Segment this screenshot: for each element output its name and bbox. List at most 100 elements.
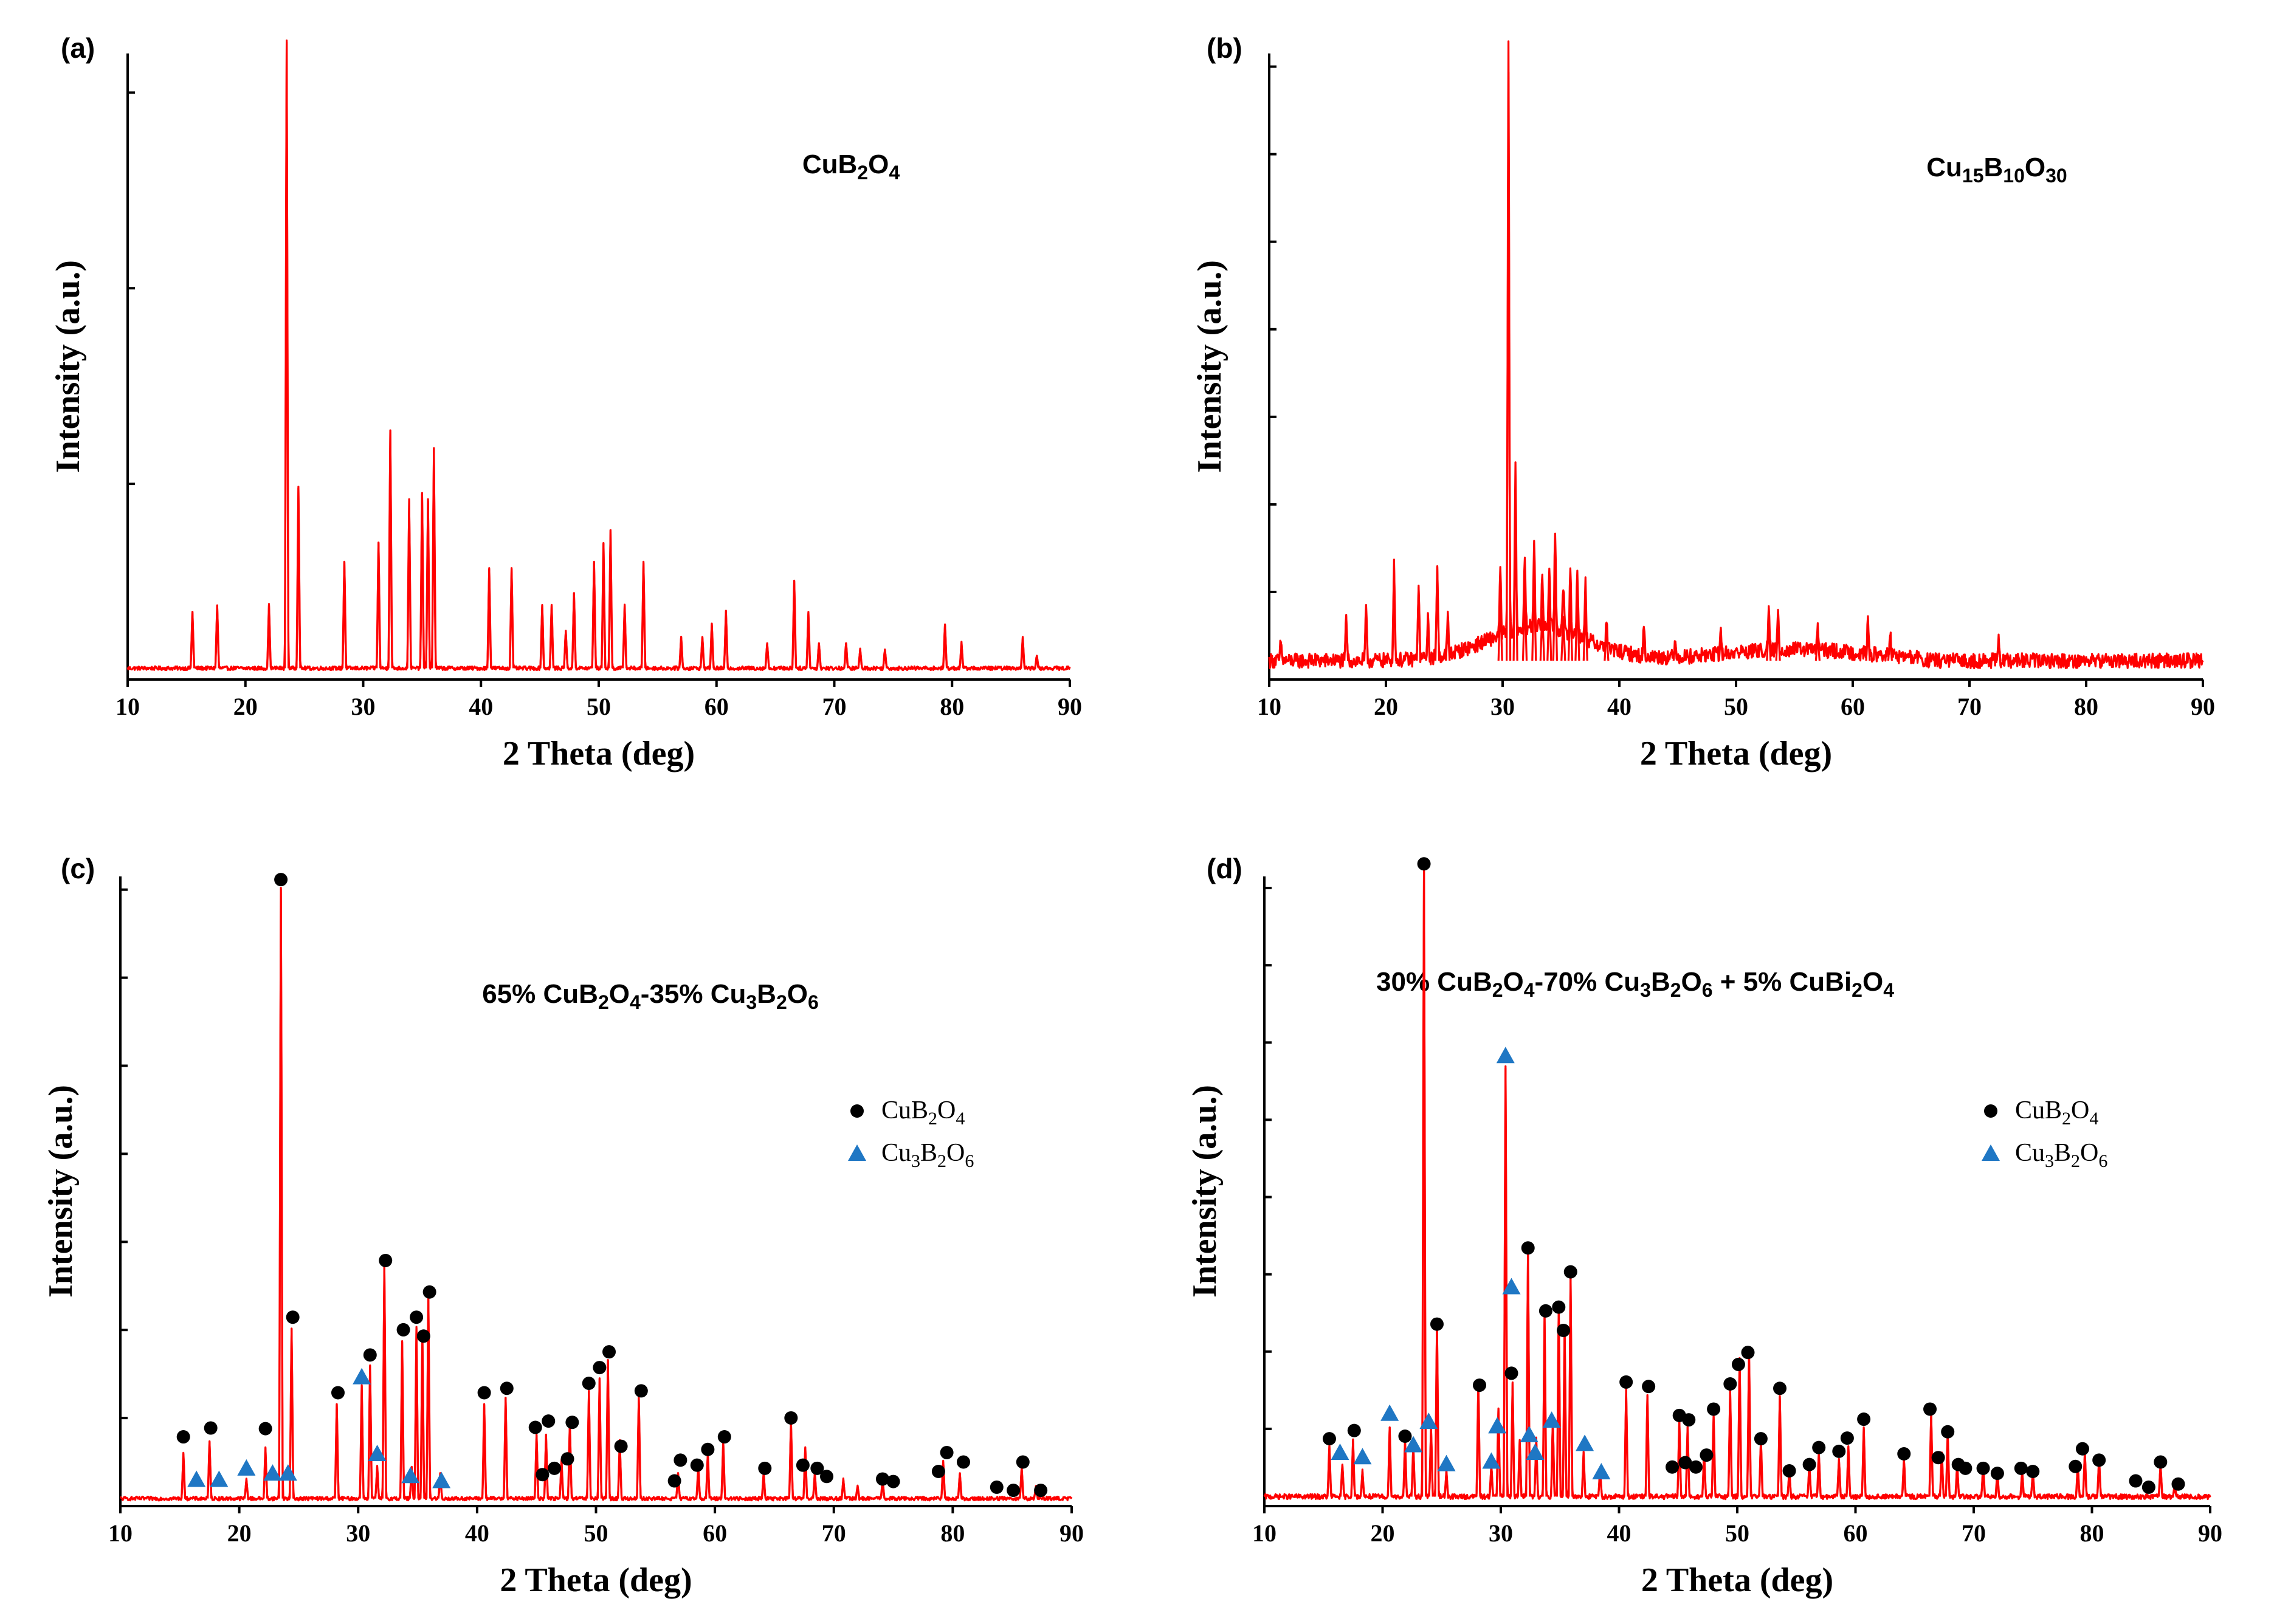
cub2o4-marker <box>396 1323 410 1337</box>
panel-title: Cu15B10O30 <box>1926 153 2067 187</box>
cu3b2o6-marker <box>187 1470 206 1487</box>
legend-circle-icon <box>1984 1104 1997 1118</box>
cub2o4-marker <box>1007 1484 1021 1498</box>
panel-label: (b) <box>1207 32 1242 64</box>
x-tick-label: 20 <box>1371 1519 1395 1547</box>
cub2o4-marker <box>1504 1366 1518 1380</box>
cub2o4-marker <box>1802 1457 1816 1471</box>
cub2o4-marker <box>1678 1456 1692 1470</box>
legend-triangle-icon <box>1982 1144 2000 1161</box>
diffraction-peak <box>1560 616 1566 661</box>
panel-c: 10 20 30 40 50 60 70 80 90 2 Theta (deg) Intensity… <box>42 853 1084 1599</box>
phase-markers <box>1322 857 2185 1494</box>
cub2o4-marker <box>1034 1484 1048 1498</box>
cub2o4-marker <box>1976 1461 1990 1475</box>
x-tick-label: 90 <box>1058 693 1082 720</box>
panel-b: 10 20 30 40 50 60 70 80 90 2 Theta (deg) Intensity… <box>1191 32 2215 772</box>
panel-label: (a) <box>61 32 95 64</box>
cub2o4-marker <box>542 1414 556 1428</box>
cub2o4-marker <box>1689 1460 1703 1474</box>
cub2o4-marker <box>2026 1465 2040 1479</box>
cub2o4-marker <box>1472 1378 1486 1392</box>
legend-circle-icon <box>850 1104 864 1118</box>
cu3b2o6-marker <box>237 1459 256 1476</box>
x-tick-label: 30 <box>1490 693 1515 720</box>
cub2o4-marker <box>176 1430 190 1444</box>
cub2o4-marker <box>1897 1447 1911 1461</box>
diffraction-peak <box>1539 610 1545 661</box>
cu3b2o6-marker <box>1592 1463 1611 1480</box>
x-tick-label: 30 <box>351 693 376 720</box>
x-axis-title: 2 Theta (deg) <box>503 735 695 772</box>
cub2o4-marker <box>1731 1357 1745 1371</box>
x-tick-label: 20 <box>233 693 258 720</box>
cub2o4-marker <box>784 1411 798 1425</box>
x-tick-label: 10 <box>115 693 140 720</box>
x-tick-label: 50 <box>1724 693 1748 720</box>
legend-label: CuB2O4 <box>881 1096 965 1129</box>
cub2o4-marker <box>204 1421 218 1435</box>
cub2o4-marker <box>1754 1432 1768 1446</box>
x-tick-label: 50 <box>1725 1519 1749 1547</box>
x-tick-label: 30 <box>1489 1519 1513 1547</box>
cub2o4-marker <box>1016 1455 1030 1469</box>
cub2o4-marker <box>810 1461 824 1475</box>
cub2o4-marker <box>593 1361 607 1375</box>
cub2o4-marker <box>2154 1455 2168 1469</box>
cub2o4-marker <box>274 873 288 887</box>
cub2o4-marker <box>1398 1430 1412 1443</box>
legend: CuB2O4 Cu3B2O6 <box>1982 1096 2107 1171</box>
cub2o4-marker <box>1959 1461 1973 1475</box>
x-tick-label: 90 <box>2191 693 2215 720</box>
x-tick-label: 90 <box>2198 1519 2222 1547</box>
cub2o4-marker <box>931 1465 945 1479</box>
cub2o4-marker <box>956 1455 970 1469</box>
cub2o4-marker <box>258 1422 272 1436</box>
x-tick-label: 80 <box>2080 1519 2104 1547</box>
cub2o4-marker <box>1741 1346 1755 1360</box>
x-tick-label: 10 <box>1252 1519 1277 1547</box>
x-axis-title: 2 Theta (deg) <box>500 1561 692 1599</box>
cub2o4-marker <box>1417 857 1431 871</box>
x-tick-label: 60 <box>1844 1519 1868 1547</box>
diffraction-trace <box>1263 867 2211 1501</box>
panel-label: (d) <box>1207 853 1242 884</box>
y-axis-title: Intensity (a.u.) <box>1186 1085 1224 1298</box>
cub2o4-marker <box>477 1386 491 1400</box>
cub2o4-marker <box>1773 1381 1787 1395</box>
cu3b2o6-marker <box>1542 1411 1561 1428</box>
cu3b2o6-marker <box>278 1464 297 1481</box>
cub2o4-marker <box>1682 1413 1696 1427</box>
panel-title: 65% CuB2O4-35% Cu3B2O6 <box>482 979 819 1013</box>
cub2o4-marker <box>286 1310 300 1324</box>
cub2o4-marker <box>1619 1375 1633 1389</box>
peak-apexes <box>1278 71 2002 661</box>
cub2o4-marker <box>674 1453 687 1467</box>
x-tick-label: 20 <box>227 1519 252 1547</box>
cu3b2o6-marker <box>353 1368 371 1385</box>
cu3b2o6-marker <box>1526 1443 1545 1460</box>
cub2o4-marker <box>2092 1453 2106 1467</box>
cub2o4-marker <box>1430 1317 1444 1331</box>
cub2o4-marker <box>990 1480 1004 1494</box>
y-axis-title: Intensity (a.u.) <box>1191 260 1228 473</box>
cub2o4-marker <box>422 1285 436 1299</box>
cu3b2o6-marker <box>1419 1412 1438 1430</box>
x-axis-title: 2 Theta (deg) <box>1640 735 1832 772</box>
cub2o4-marker <box>1931 1451 1945 1465</box>
x-tick-label: 60 <box>705 693 729 720</box>
cub2o4-marker <box>634 1384 648 1398</box>
cu3b2o6-marker <box>1520 1425 1538 1442</box>
cub2o4-marker <box>602 1345 616 1359</box>
cu3b2o6-marker <box>1437 1454 1456 1471</box>
cu3b2o6-marker <box>1380 1404 1399 1421</box>
peak-apexes <box>1326 865 2178 1497</box>
cub2o4-marker <box>560 1452 574 1466</box>
x-tick-label: 60 <box>703 1519 727 1547</box>
cub2o4-marker <box>820 1470 834 1484</box>
cu3b2o6-marker <box>210 1470 229 1487</box>
diffraction-trace <box>126 40 1071 672</box>
panel-title: 30% CuB2O4-70% Cu3B2O6 + 5% CuBi2O4 <box>1376 967 1894 1001</box>
x-tick-label: 70 <box>822 693 847 720</box>
